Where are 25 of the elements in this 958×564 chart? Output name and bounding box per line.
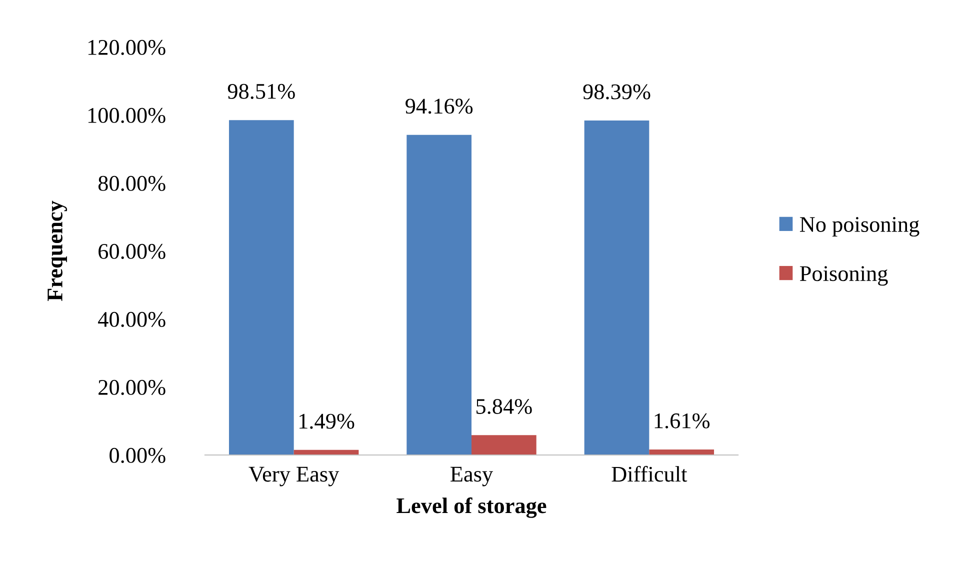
- x-tick-label: Very Easy: [248, 466, 340, 486]
- data-label: 98.39%: [583, 84, 650, 100]
- y-tick-label: 100.00%: [88, 108, 166, 124]
- bar: [584, 120, 650, 455]
- legend-label: Poisoning: [800, 266, 888, 286]
- y-tick-label: 0.00%: [110, 448, 166, 464]
- y-tick-label: 120.00%: [88, 40, 166, 56]
- y-tick-label: 60.00%: [98, 244, 166, 260]
- y-tick-label: 20.00%: [98, 380, 166, 396]
- bar: [406, 134, 472, 455]
- data-label: 1.61%: [654, 413, 710, 428]
- bar: [649, 450, 714, 455]
- legend-label: No poisoning: [800, 217, 920, 237]
- y-tick-label: 40.00%: [98, 312, 166, 328]
- x-tick-label: Easy: [450, 466, 494, 486]
- x-tick-label: Difficult: [612, 466, 688, 482]
- y-axis-title: Frequency: [48, 200, 68, 302]
- data-label: 94.16%: [406, 98, 473, 114]
- x-axis-title: Level of storage: [396, 497, 546, 518]
- data-label: 1.49%: [300, 414, 354, 429]
- bar: [228, 120, 294, 455]
- data-label: 5.84%: [476, 398, 532, 414]
- data-label: 98.51%: [228, 84, 295, 99]
- bar: [472, 435, 536, 455]
- y-tick-label: 80.00%: [98, 176, 166, 192]
